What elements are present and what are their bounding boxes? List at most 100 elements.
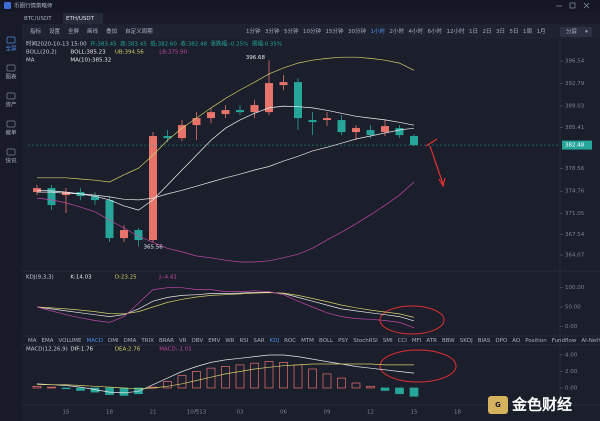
macd-bar xyxy=(177,375,187,389)
indicator-line xyxy=(37,363,414,390)
period[interactable]: 1月 xyxy=(537,28,546,35)
period[interactable]: 4小时 xyxy=(409,27,424,35)
period[interactable]: 1周 xyxy=(523,28,532,35)
macd-bar xyxy=(250,362,259,389)
indicator-tab[interactable]: MA xyxy=(28,338,37,344)
sidebar-label[interactable]: 图表 xyxy=(5,73,17,81)
indicator-tab[interactable]: ATR xyxy=(426,338,437,344)
indicator-tab[interactable]: PSY xyxy=(338,338,349,344)
macd-bar xyxy=(308,368,317,389)
indicator-tab[interactable]: VOLUME xyxy=(59,338,83,344)
indicator-tab[interactable]: MTM xyxy=(301,338,314,344)
indicator-tab[interactable]: ROC xyxy=(284,338,296,344)
indicator-tab[interactable]: RSI xyxy=(239,338,248,344)
period[interactable]: 5日 xyxy=(510,28,519,35)
indicator-tab[interactable]: BIAS xyxy=(478,338,491,344)
indicator-tab[interactable]: SKDJ xyxy=(460,338,473,344)
indicator-tab[interactable]: BBW xyxy=(442,338,455,344)
indicator-tab[interactable]: OBV xyxy=(192,338,204,344)
toolbar-item[interactable]: 自定义周期 xyxy=(125,27,153,35)
y-tick-label: 378.56 xyxy=(565,166,585,172)
sidebar-label[interactable]: 撤单 xyxy=(5,129,17,137)
toolbar-item[interactable]: 设置 xyxy=(49,27,61,35)
sidebar-label[interactable]: 全屏 xyxy=(5,45,17,53)
min-label: 365.56 xyxy=(144,245,164,251)
indicator-tab[interactable]: SMI xyxy=(383,338,393,344)
indicator-tab[interactable]: AI-NetVOL xyxy=(581,338,600,344)
toolbar-item[interactable]: 指标 xyxy=(30,27,42,35)
red-arrow xyxy=(425,138,446,188)
period[interactable]: 3日 xyxy=(496,28,505,35)
info-text: 时间2020-10-13 15:00 xyxy=(26,40,87,48)
indicator-tab[interactable]: SAR xyxy=(253,338,264,344)
indicator-tab[interactable]: EMV xyxy=(208,338,220,344)
period[interactable]: 5分钟 xyxy=(284,27,299,35)
tab[interactable]: ETH/USDT xyxy=(66,16,95,22)
indicator-tab[interactable]: MACD xyxy=(87,338,104,344)
toolbar-item[interactable]: 全屏 xyxy=(68,27,80,35)
period[interactable]: 10分钟 xyxy=(303,27,321,35)
indicator-tab[interactable]: StochRSI xyxy=(353,338,378,344)
candle-body xyxy=(381,126,389,133)
macd-bar xyxy=(264,361,274,389)
indicator-tab[interactable]: AO xyxy=(512,338,521,344)
macd-bar xyxy=(322,373,332,389)
period[interactable]: 6小时 xyxy=(428,27,443,35)
period[interactable]: 1分钟 xyxy=(246,27,261,35)
y-tick-label: 367.54 xyxy=(565,232,585,238)
indicator-tab[interactable]: VR xyxy=(179,338,187,344)
candle-body xyxy=(47,188,56,206)
tab-bar xyxy=(0,12,600,24)
candle-body xyxy=(221,110,230,115)
sidebar-icon[interactable] xyxy=(6,36,16,44)
indicator-tab[interactable]: DMA xyxy=(124,338,137,344)
indicator-tab[interactable]: BOLL xyxy=(319,338,334,344)
indicator-line xyxy=(36,354,415,394)
indicator-tab[interactable]: DPO xyxy=(495,338,508,344)
x-tick-label: 12 xyxy=(367,410,374,416)
macd-bar xyxy=(119,387,129,396)
period[interactable]: 2小时 xyxy=(390,27,405,35)
macd-bar xyxy=(366,385,375,389)
indicator-tab[interactable]: CCI xyxy=(398,338,408,344)
indicator-line xyxy=(36,105,415,211)
period[interactable]: 12小时 xyxy=(447,27,465,35)
toolbar-item[interactable]: 叠加 xyxy=(106,27,117,35)
period[interactable]: 1日 xyxy=(469,28,478,35)
period[interactable]: 3分钟 xyxy=(265,27,280,35)
period[interactable]: 1小时 xyxy=(371,27,386,35)
period[interactable]: 30分钟 xyxy=(348,27,366,35)
indicator-tab[interactable]: Position xyxy=(525,338,547,344)
tab[interactable]: BTC/USDT xyxy=(24,16,52,22)
indicator-tab[interactable]: TRIX xyxy=(140,338,154,344)
toolbar-item[interactable]: 画线 xyxy=(87,27,99,35)
legend-text: MACD:-1.01 xyxy=(159,347,192,353)
y-tick-label: 396.54 xyxy=(565,59,585,65)
indicator-tab[interactable]: DMI xyxy=(108,338,119,344)
sidebar-icon[interactable] xyxy=(6,148,16,156)
candle-body xyxy=(236,110,244,113)
period[interactable]: 15分钟 xyxy=(326,27,344,35)
window-controls[interactable] xyxy=(556,2,590,9)
sidebar-icon[interactable] xyxy=(6,64,16,72)
legend-text: MACD(12,26,9) xyxy=(26,347,68,353)
right-button-bg[interactable] xyxy=(560,27,592,37)
indicator-tab[interactable]: MFI xyxy=(412,338,422,344)
candle-body xyxy=(192,118,201,126)
x-tick-label: 10月13 xyxy=(187,409,207,416)
legend-text: J:-4.41 xyxy=(158,275,177,281)
indicator-tab[interactable]: BRAR xyxy=(159,338,174,344)
right-button[interactable]: 分屏 xyxy=(566,28,578,36)
indicator-tab[interactable]: EMA xyxy=(42,338,54,344)
legend-text: UB:394.56 xyxy=(115,50,144,56)
period[interactable]: 2日 xyxy=(483,28,492,35)
sidebar-icon[interactable] xyxy=(6,120,16,128)
indicator-tab[interactable]: WR xyxy=(225,338,234,344)
sidebar xyxy=(0,12,22,421)
candle-body xyxy=(323,118,331,121)
sidebar-icon[interactable] xyxy=(6,92,16,100)
indicator-tab[interactable]: Fundflow xyxy=(552,338,577,344)
sidebar-label[interactable]: 资产 xyxy=(5,101,17,109)
indicator-tab[interactable]: KDJ xyxy=(270,338,280,344)
sidebar-label[interactable]: 快讯 xyxy=(5,157,17,165)
